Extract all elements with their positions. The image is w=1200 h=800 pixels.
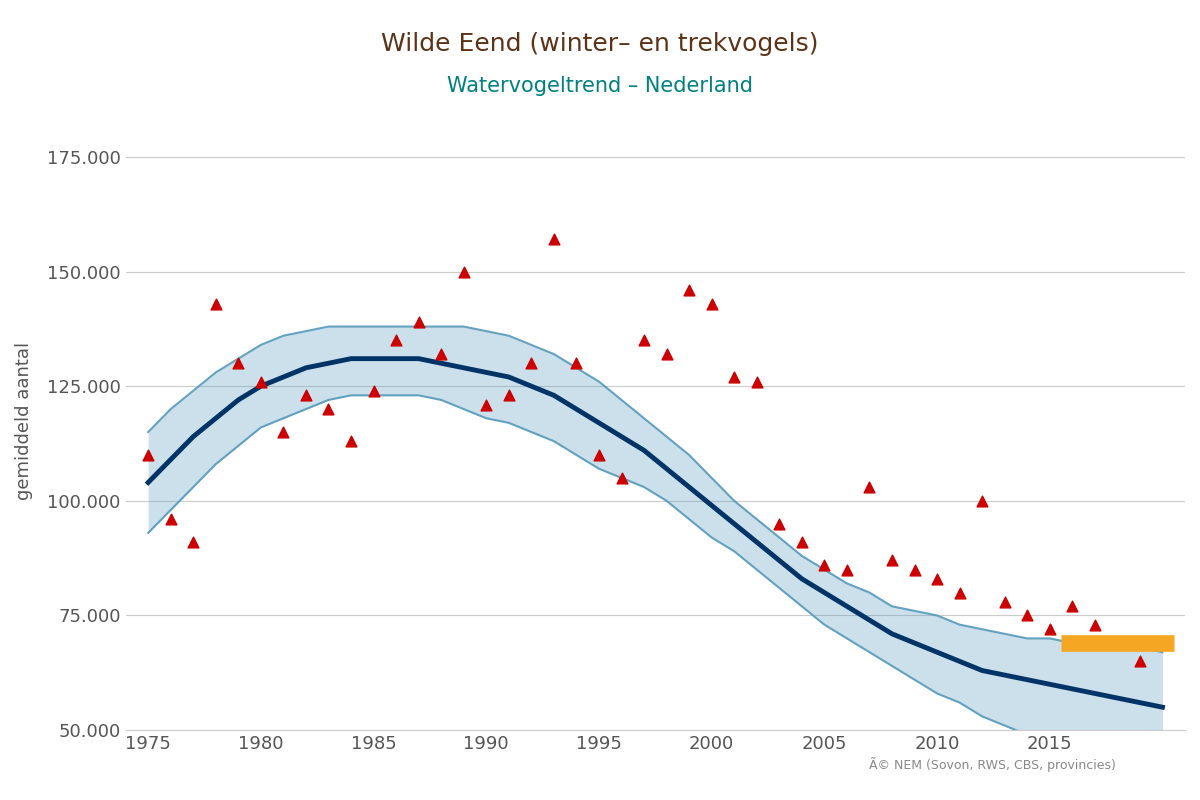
Text: Watervogeltrend – Nederland: Watervogeltrend – Nederland [446,76,754,96]
Point [882,554,901,567]
Point [386,334,406,346]
Point [838,563,857,576]
Text: Wilde Eend (winter– en trekvogels): Wilde Eend (winter– en trekvogels) [382,32,818,56]
Point [995,595,1014,608]
Point [1018,609,1037,622]
Point [364,384,383,397]
Point [589,449,608,462]
Point [409,315,428,328]
Point [184,536,203,549]
Point [972,494,991,507]
Point [815,558,834,571]
Point [725,370,744,383]
Point [476,398,496,411]
Point [229,357,248,370]
Point [928,572,947,585]
Point [545,233,564,246]
Point [769,518,788,530]
Point [161,513,180,526]
Point [138,449,157,462]
Point [905,563,924,576]
Point [1085,618,1104,631]
Point [1130,655,1150,668]
Point [432,348,451,361]
Point [748,375,767,388]
Point [702,298,721,310]
Point [566,357,586,370]
Point [656,348,676,361]
Point [792,536,811,549]
Point [950,586,970,599]
Point [296,389,316,402]
Text: Ã© NEM (Sovon, RWS, CBS, provincies): Ã© NEM (Sovon, RWS, CBS, provincies) [869,757,1116,772]
Point [499,389,518,402]
Point [679,283,698,296]
Point [522,357,541,370]
Point [612,471,631,484]
Y-axis label: gemiddeld aantal: gemiddeld aantal [14,342,34,500]
Point [251,375,270,388]
Point [206,298,226,310]
Point [319,402,338,415]
Point [454,265,473,278]
Point [342,435,361,448]
Point [860,481,880,494]
Point [274,426,293,438]
Point [1040,623,1060,636]
Point [635,334,654,346]
Point [1063,600,1082,613]
